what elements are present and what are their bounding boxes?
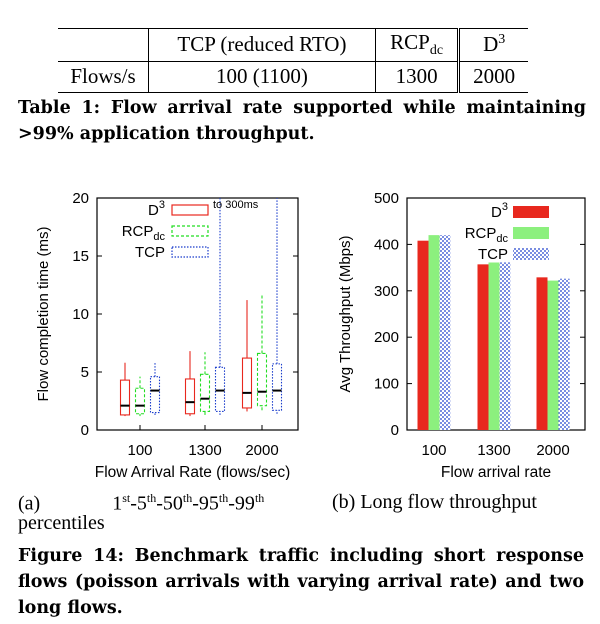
box-RCPdc-1300 bbox=[199, 352, 211, 415]
box-body bbox=[134, 387, 146, 415]
table-header-row: TCP (reduced RTO) RCPdc D3 bbox=[58, 27, 528, 63]
y-tick-label: 0 bbox=[391, 422, 399, 439]
y-tick-label: 300 bbox=[374, 283, 399, 300]
y-tick-label: 400 bbox=[374, 236, 399, 253]
cell-d3: 2000 bbox=[457, 61, 528, 94]
legend-swatch bbox=[513, 248, 549, 260]
subcaption-a-p4: -95 bbox=[192, 492, 219, 515]
cell-tcp: 100 (1100) bbox=[148, 61, 376, 94]
bar-RCPdc-2000 bbox=[547, 280, 559, 430]
y-tick-label: 20 bbox=[72, 190, 89, 207]
subcaption-a-s3: th bbox=[182, 491, 193, 505]
cell-rcp: 1300 bbox=[374, 61, 459, 94]
table-caption: Table 1: Flow arrival rate supported whi… bbox=[18, 98, 586, 144]
legend-label: RCPdc bbox=[465, 225, 509, 245]
bar-TCP-1300 bbox=[499, 262, 511, 430]
header-rcp-main: RCP bbox=[390, 30, 430, 54]
box-body bbox=[214, 366, 226, 412]
bar-D3-2000 bbox=[536, 277, 548, 430]
subcaption-a-p2: -5 bbox=[130, 492, 147, 515]
figure-caption: Figure 14: Benchmark traffic including s… bbox=[18, 546, 584, 618]
box-RCPdc-100 bbox=[134, 376, 146, 417]
legend-label: RCPdc bbox=[122, 223, 166, 243]
bar-TCP-2000 bbox=[558, 278, 570, 430]
y-tick-label: 500 bbox=[374, 190, 399, 207]
box-body bbox=[119, 379, 131, 416]
results-table: TCP (reduced RTO) RCPdc D3 Flows/s 100 (… bbox=[58, 27, 528, 94]
bar-TCP-100 bbox=[439, 235, 451, 430]
y-tick-label: 5 bbox=[81, 364, 89, 381]
y-axis-label: Avg Throughput (Mbps) bbox=[337, 235, 354, 392]
subcaption-a-line2: percentiles bbox=[18, 512, 105, 534]
y-tick-label: 100 bbox=[374, 376, 399, 393]
bar-RCPdc-1300 bbox=[488, 262, 500, 430]
subcaption-a-label: (a) bbox=[18, 492, 41, 515]
subcaption-a-p3: -50 bbox=[156, 492, 183, 515]
x-tick-label: 1300 bbox=[188, 442, 221, 459]
legend-label: D3 bbox=[491, 201, 508, 221]
y-tick-label: 200 bbox=[374, 329, 399, 346]
x-tick-label: 1300 bbox=[477, 442, 510, 459]
y-tick-label: 15 bbox=[72, 248, 89, 265]
subcaption-a-s4: th bbox=[218, 491, 229, 505]
box-D3-1300 bbox=[184, 351, 196, 417]
header-tcp: TCP (reduced RTO) bbox=[148, 27, 376, 63]
y-tick-label: 0 bbox=[81, 422, 89, 439]
bar-D3-1300 bbox=[477, 264, 489, 430]
x-axis-label: Flow arrival rate bbox=[441, 464, 551, 480]
x-tick-label: 2000 bbox=[245, 442, 278, 459]
subcaption-a-p1: 1 bbox=[112, 492, 123, 515]
legend-swatch bbox=[513, 206, 549, 218]
subcaption-a: (a) 1st-5th-50th-95th-99th bbox=[18, 491, 264, 516]
table-row: Flows/s 100 (1100) 1300 2000 bbox=[58, 61, 528, 94]
box-TCP-2000 bbox=[271, 198, 283, 414]
box-body bbox=[199, 373, 211, 412]
box-body bbox=[271, 363, 283, 411]
bar-RCPdc-100 bbox=[428, 235, 440, 430]
header-d3-sup: 3 bbox=[498, 32, 506, 48]
subcaption-a-p5: -99 bbox=[228, 492, 255, 515]
header-rcp-sub: dc bbox=[429, 43, 444, 59]
box-body bbox=[184, 378, 196, 415]
legend-swatch bbox=[171, 225, 209, 237]
annotation-to-300ms: to 300ms bbox=[213, 199, 259, 211]
x-axis-label: Flow Arrival Rate (flows/sec) bbox=[95, 464, 291, 480]
box-TCP-1300 bbox=[214, 198, 226, 415]
box-body bbox=[149, 376, 161, 414]
box-body bbox=[256, 352, 268, 407]
bar-D3-100 bbox=[417, 240, 429, 430]
legend-swatch bbox=[171, 246, 209, 258]
box-RCPdc-2000 bbox=[256, 294, 268, 411]
x-tick-label: 100 bbox=[127, 442, 152, 459]
box-TCP-100 bbox=[149, 362, 161, 415]
header-d3-main: D bbox=[483, 32, 499, 57]
subcaption-a-s5: th bbox=[254, 491, 265, 505]
legend-label: D3 bbox=[148, 199, 165, 219]
header-empty-cell bbox=[58, 27, 149, 63]
box-D3-2000 bbox=[241, 300, 253, 412]
y-tick-label: 10 bbox=[72, 306, 89, 323]
subcaption-a-s2: th bbox=[146, 491, 157, 505]
legend-swatch bbox=[171, 204, 209, 216]
x-tick-label: 2000 bbox=[536, 442, 569, 459]
x-tick-label: 100 bbox=[421, 442, 446, 459]
legend-swatch bbox=[513, 227, 549, 239]
legend-label: TCP bbox=[135, 244, 165, 261]
y-axis-label: Flow completion time (ms) bbox=[35, 226, 52, 401]
row-label: Flows/s bbox=[58, 61, 149, 94]
subcaption-b: (b) Long flow throughput bbox=[332, 491, 537, 513]
legend-label: TCP bbox=[478, 246, 508, 263]
header-rcp: RCPdc bbox=[374, 27, 459, 63]
box-D3-100 bbox=[119, 362, 131, 417]
subcaption-a-s1: st bbox=[122, 491, 131, 505]
box-body bbox=[241, 357, 253, 409]
header-d3: D3 bbox=[457, 27, 528, 63]
